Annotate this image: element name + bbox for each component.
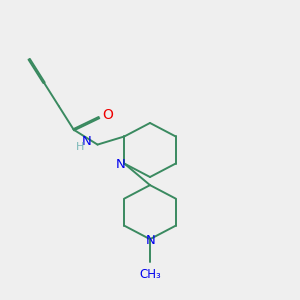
Text: H: H [76,142,85,152]
Text: CH₃: CH₃ [139,268,161,281]
Text: O: O [102,108,113,122]
Text: N: N [82,135,92,148]
Text: N: N [116,158,126,171]
Text: N: N [146,234,156,247]
